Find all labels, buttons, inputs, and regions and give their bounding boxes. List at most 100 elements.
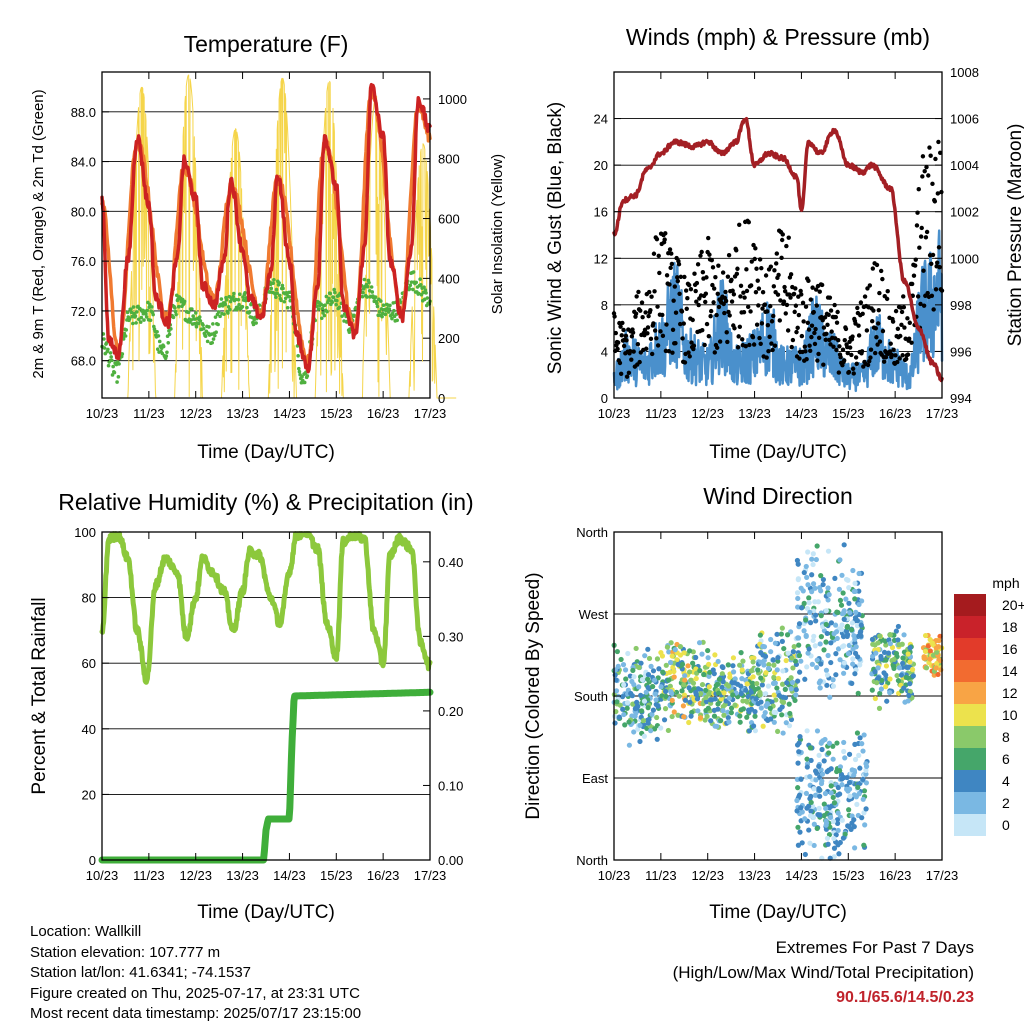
direction-point [675, 661, 681, 668]
dewpoint-point [425, 296, 430, 300]
direction-point [856, 752, 862, 758]
dewpoint-point [373, 295, 378, 299]
dewpoint-point [423, 288, 428, 292]
direction-point [874, 680, 880, 686]
winds-xtick-label: 17/23 [926, 406, 959, 421]
temperature-ytick-label: 88.0 [71, 105, 96, 120]
direction-point [638, 660, 644, 666]
direction-point [811, 633, 817, 639]
dewpoint-point [166, 341, 171, 345]
direction-point [862, 822, 868, 828]
direction-point [905, 651, 911, 657]
dewpoint-point [173, 309, 178, 314]
gust-point [796, 294, 801, 299]
legend-swatch [954, 792, 986, 814]
gust-point [706, 333, 712, 339]
direction-point [905, 698, 911, 704]
direction-point [669, 697, 675, 704]
dewpoint-point [155, 347, 160, 351]
gust-point [756, 303, 761, 308]
station-elevation: Station elevation: 107.777 m [30, 943, 221, 961]
dewpoint-point [213, 315, 218, 319]
direction-point [626, 719, 632, 725]
direction-xtick-label: 17/23 [926, 868, 959, 883]
direction-point [645, 676, 651, 682]
direction-point [791, 644, 797, 650]
gust-point [768, 264, 774, 269]
gust-point [720, 270, 726, 275]
gust-point [799, 292, 804, 297]
gust-point [899, 309, 905, 315]
temperature-xtick-label: 13/23 [226, 406, 259, 421]
gust-point [929, 261, 934, 266]
gust-point [669, 251, 674, 256]
direction-point [682, 677, 688, 683]
direction-point [922, 648, 929, 654]
gust-point [618, 371, 624, 376]
direction-point [851, 817, 857, 823]
direction-point [907, 681, 913, 687]
gust-point [878, 268, 884, 274]
dewpoint-point [365, 284, 370, 289]
gust-point [655, 343, 661, 348]
temperature-x-axis-label: Time (Day/UTC) [197, 442, 335, 463]
direction-point [738, 683, 744, 689]
dewpoint-point [274, 287, 279, 292]
gust-point [792, 309, 797, 315]
gust-point [684, 306, 689, 311]
gust-point [794, 329, 799, 335]
gust-point [613, 330, 618, 336]
direction-point [812, 768, 819, 774]
direction-point [794, 808, 800, 814]
direction-point [795, 760, 801, 766]
direction-point [795, 635, 801, 641]
dewpoint-point [129, 307, 133, 311]
gust-point [679, 309, 685, 314]
direction-point [878, 686, 884, 692]
direction-point [845, 651, 851, 657]
direction-xtick-label: 11/23 [645, 868, 677, 883]
direction-point [814, 664, 820, 671]
dewpoint-point [223, 302, 228, 307]
direction-point [770, 657, 776, 663]
direction-point [859, 741, 865, 747]
pressure-ytick-label: 1004 [950, 158, 979, 173]
gust-point [618, 324, 623, 329]
gust-point [838, 354, 843, 360]
direction-point [887, 632, 893, 638]
gust-point [837, 344, 842, 349]
dewpoint-point [277, 281, 281, 285]
gust-point [887, 349, 893, 354]
direction-point [773, 709, 779, 716]
gust-point [912, 263, 918, 268]
direction-point [664, 644, 671, 650]
direction-point [654, 656, 661, 662]
gust-point [667, 247, 673, 252]
direction-point [820, 738, 826, 744]
direction-point [645, 705, 651, 711]
direction-point [730, 663, 736, 669]
dewpoint-point [211, 322, 215, 326]
direction-point [654, 736, 660, 742]
direction-point [804, 756, 810, 762]
dewpoint-point [112, 370, 117, 375]
temp-2m-line [100, 82, 432, 374]
temperature-xtick-label: 15/23 [320, 406, 353, 421]
gust-point [921, 268, 926, 273]
direction-point [701, 671, 707, 678]
direction-point [833, 672, 839, 678]
direction-point [854, 801, 860, 807]
direction-point [822, 790, 829, 797]
direction-point [844, 633, 850, 639]
direction-point [806, 803, 812, 809]
direction-point [834, 768, 840, 775]
direction-point [860, 796, 866, 802]
direction-point [818, 573, 824, 579]
direction-point [834, 609, 840, 615]
direction-point [776, 692, 782, 699]
direction-point [855, 690, 861, 696]
direction-point [746, 728, 752, 734]
direction-point [806, 600, 812, 606]
dewpoint-point [383, 312, 388, 317]
direction-point [854, 617, 861, 624]
